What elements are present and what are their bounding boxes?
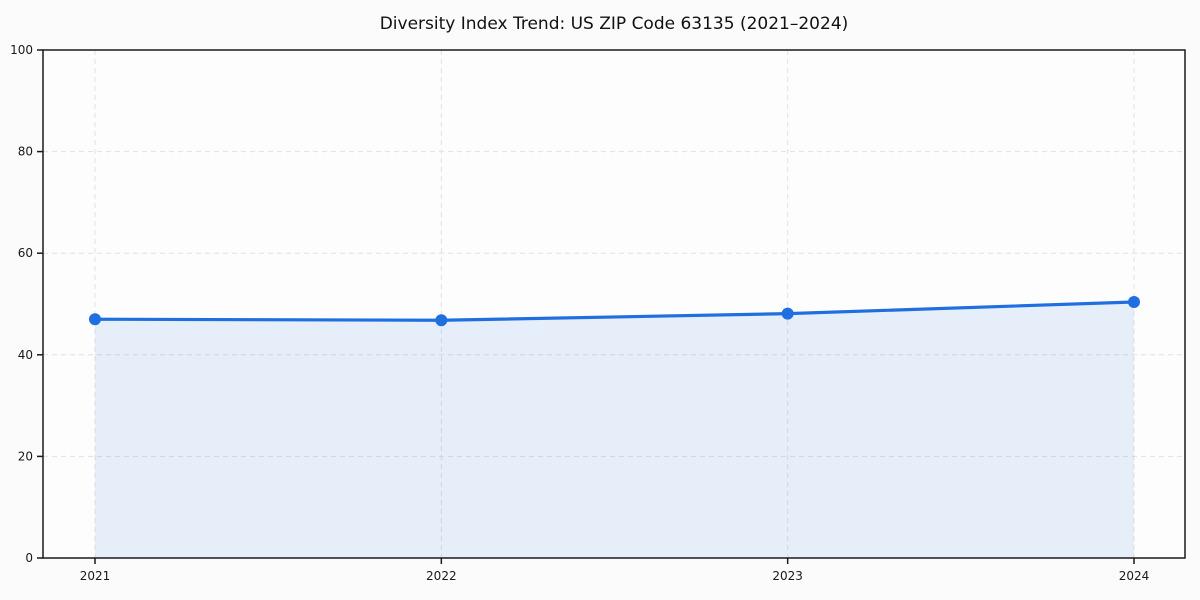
x-tick-label: 2021 [80, 569, 111, 583]
data-point-2024 [1128, 295, 1140, 308]
data-point-2021 [89, 313, 101, 326]
y-tick-label: 0 [25, 551, 33, 565]
x-tick-label: 2022 [426, 569, 457, 583]
x-tick-label: 2024 [1119, 569, 1150, 583]
plot-area-background [43, 50, 1185, 558]
y-tick-label: 20 [18, 449, 33, 463]
x-tick-label: 2023 [772, 569, 803, 583]
plot-border [42, 49, 1186, 559]
y-tick-label: 60 [18, 246, 33, 260]
chart-title: Diversity Index Trend: US ZIP Code 63135… [380, 14, 849, 34]
trend-line [93, 300, 1136, 322]
y-tick-label: 100 [10, 43, 33, 57]
data-point-2023 [781, 307, 794, 320]
data-point-2022 [435, 314, 448, 327]
area-fill [95, 301, 1134, 558]
y-tick-label: 80 [18, 145, 33, 159]
y-tick-label: 40 [18, 348, 33, 362]
